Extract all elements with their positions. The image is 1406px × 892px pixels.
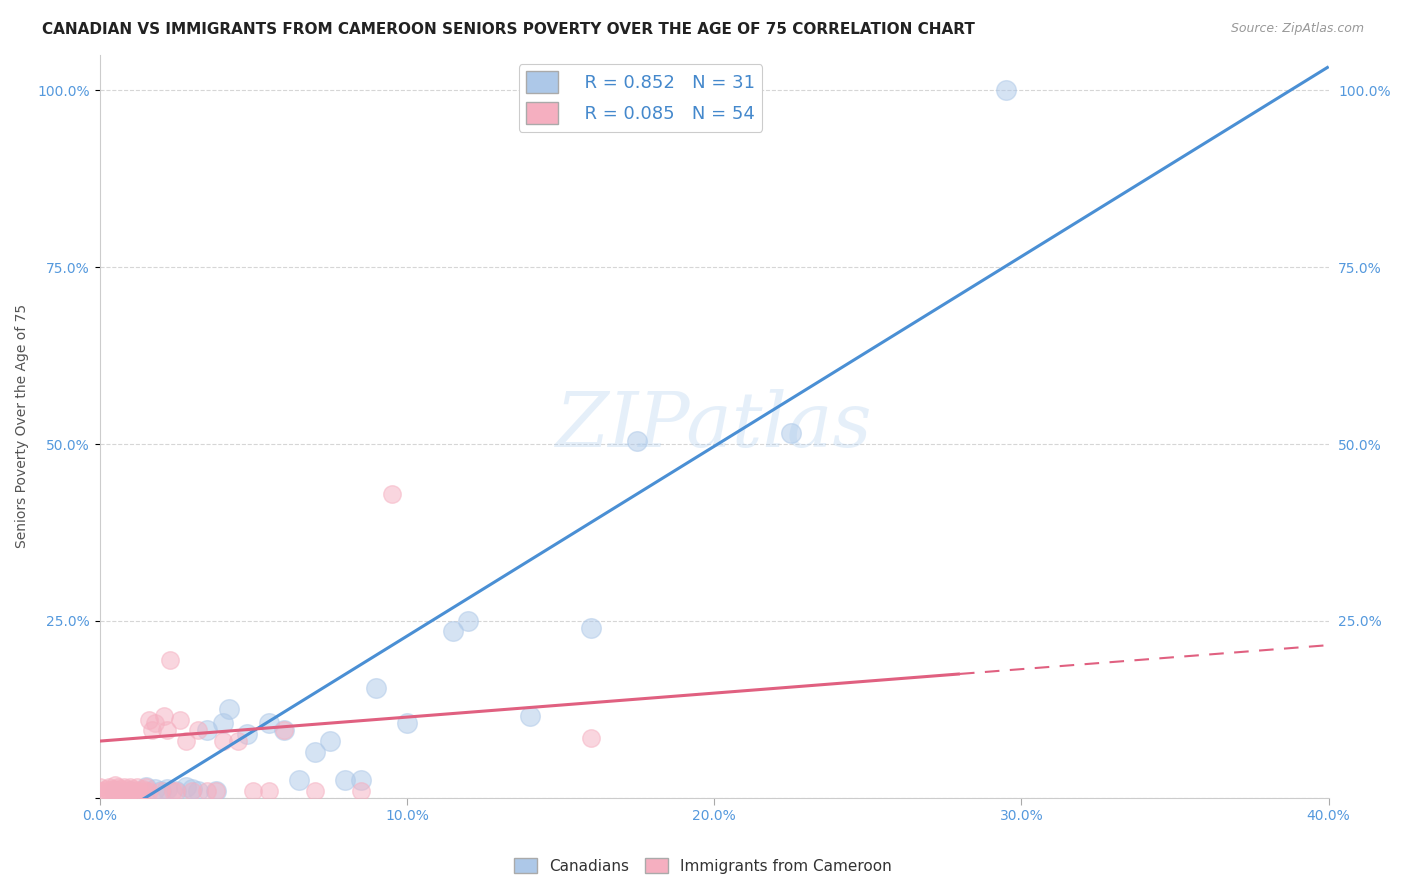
Point [143, 782, 166, 797]
Point [101, 783, 124, 797]
Point [273, 723, 295, 738]
Point [273, 723, 295, 738]
Point [519, 709, 541, 723]
Point [205, 783, 228, 797]
Point [211, 734, 233, 748]
Point [366, 681, 388, 695]
Point [89, 783, 111, 797]
Point [174, 734, 197, 748]
Point [122, 783, 145, 797]
Point [104, 782, 127, 797]
Legend: Canadians, Immigrants from Cameroon: Canadians, Immigrants from Cameroon [508, 852, 898, 880]
Point [104, 783, 127, 797]
Point [441, 624, 464, 639]
Point [138, 713, 160, 727]
Point [195, 783, 218, 797]
Point [304, 745, 326, 759]
Point [150, 783, 173, 797]
Point [211, 716, 233, 731]
Point [319, 734, 342, 748]
Point [780, 426, 803, 441]
Point [156, 723, 179, 738]
Point [104, 778, 127, 792]
Point [128, 783, 150, 797]
Point [350, 772, 373, 787]
Point [581, 621, 603, 635]
Legend:   R = 0.852   N = 31,   R = 0.085   N = 54: R = 0.852 N = 31, R = 0.085 N = 54 [519, 64, 762, 132]
Point [242, 783, 264, 797]
Point [107, 780, 129, 794]
Point [143, 716, 166, 731]
Point [125, 783, 148, 797]
Point [135, 783, 157, 797]
Point [288, 772, 311, 787]
Text: Source: ZipAtlas.com: Source: ZipAtlas.com [1230, 22, 1364, 36]
Point [166, 783, 188, 797]
Point [120, 780, 142, 794]
Point [97, 783, 120, 797]
Point [162, 783, 184, 797]
Point [156, 782, 179, 797]
Point [120, 783, 142, 797]
Point [205, 783, 228, 797]
Point [159, 653, 181, 667]
Point [995, 83, 1018, 97]
Point [104, 783, 127, 797]
Point [195, 723, 218, 738]
Point [110, 783, 132, 797]
Point [180, 783, 202, 797]
Point [131, 782, 153, 797]
Point [110, 782, 132, 797]
Point [187, 723, 209, 738]
Point [91, 783, 114, 797]
Point [138, 783, 160, 797]
Point [135, 780, 157, 794]
Y-axis label: Seniors Poverty Over the Age of 75: Seniors Poverty Over the Age of 75 [15, 304, 30, 549]
Point [174, 780, 197, 794]
Text: CANADIAN VS IMMIGRANTS FROM CAMEROON SENIORS POVERTY OVER THE AGE OF 75 CORRELAT: CANADIAN VS IMMIGRANTS FROM CAMEROON SEN… [42, 22, 974, 37]
Point [120, 783, 142, 797]
Point [166, 783, 188, 797]
Point [395, 716, 418, 731]
Point [257, 783, 280, 797]
Point [150, 783, 173, 797]
Point [135, 780, 157, 794]
Point [122, 782, 145, 797]
Point [125, 780, 148, 794]
Point [350, 783, 373, 797]
Point [107, 783, 129, 797]
Point [112, 780, 135, 794]
Point [335, 772, 357, 787]
Point [457, 614, 479, 628]
Point [141, 723, 163, 738]
Point [626, 434, 648, 448]
Point [97, 780, 120, 794]
Point [218, 702, 240, 716]
Point [257, 716, 280, 731]
Point [117, 783, 139, 797]
Point [581, 731, 603, 745]
Point [187, 783, 209, 797]
Point [169, 713, 191, 727]
Point [304, 783, 326, 797]
Point [117, 782, 139, 797]
Point [112, 783, 135, 797]
Point [153, 709, 176, 723]
Point [380, 486, 402, 500]
Point [89, 780, 111, 794]
Point [226, 734, 249, 748]
Text: ZIPatlas: ZIPatlas [555, 390, 873, 464]
Point [94, 782, 117, 797]
Point [180, 782, 202, 797]
Point [236, 727, 259, 741]
Point [101, 782, 124, 797]
